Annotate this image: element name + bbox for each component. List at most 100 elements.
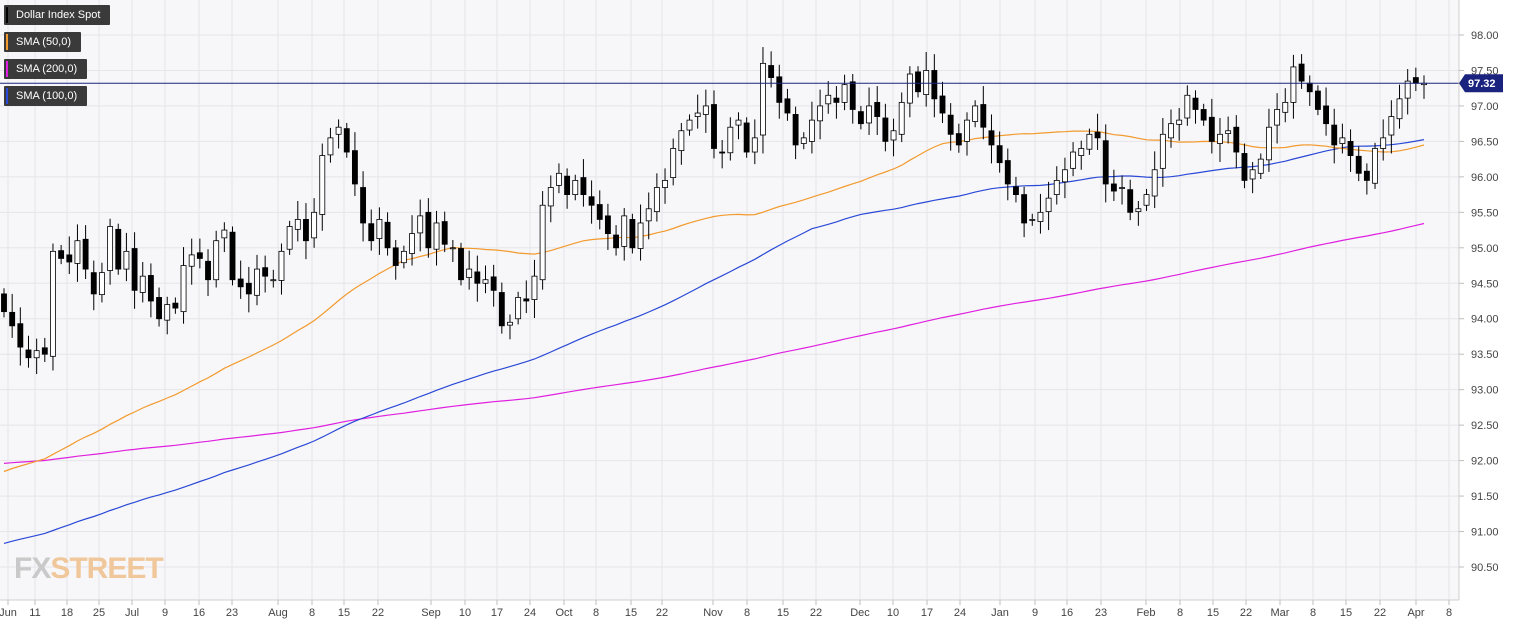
candle-body-down	[196, 252, 203, 259]
candle-body-up	[964, 119, 970, 142]
x-tick-label: 15	[777, 607, 789, 619]
candle	[988, 114, 995, 164]
candle-body-down	[1233, 126, 1240, 153]
candle	[229, 226, 236, 286]
candle	[784, 88, 791, 121]
candle-body-up	[327, 137, 334, 156]
candle	[303, 203, 309, 260]
x-tick-label: 22	[372, 607, 384, 619]
candle	[1314, 85, 1321, 116]
candle	[670, 138, 677, 186]
candle-body-up	[670, 148, 677, 178]
candle	[572, 174, 579, 201]
candle-body-up	[270, 279, 277, 282]
candle	[686, 114, 693, 136]
candle	[841, 74, 848, 111]
candle-body-down	[1331, 124, 1338, 146]
candle	[1266, 108, 1272, 172]
candle	[1217, 117, 1223, 162]
candle-body-down	[947, 114, 954, 135]
x-tick-label: 15	[1340, 607, 1352, 619]
candle	[74, 224, 81, 282]
candle-body-down	[955, 133, 962, 146]
candle	[392, 239, 399, 280]
candle	[1396, 84, 1403, 129]
candle	[319, 143, 326, 231]
candle	[1143, 188, 1150, 211]
legend-label: Dollar Index Spot	[16, 9, 101, 21]
candle	[1331, 108, 1338, 164]
candle	[327, 127, 334, 163]
candle	[972, 100, 979, 128]
candle-body-down	[17, 323, 24, 348]
x-tick-label: Nov	[703, 607, 723, 619]
candle	[1200, 103, 1207, 126]
candle	[547, 175, 554, 223]
candle-body-down	[833, 97, 840, 103]
candle	[9, 293, 16, 338]
candle-body-down	[1200, 109, 1207, 121]
candle	[213, 230, 220, 288]
candle-body-up	[890, 130, 897, 141]
legend-item: SMA (50,0)	[4, 32, 82, 52]
sma-50-line	[3, 130, 1425, 473]
candle	[1061, 157, 1068, 199]
x-tick-label: 25	[93, 607, 105, 619]
legend-label: SMA (50,0)	[16, 36, 72, 48]
candle-body-up	[180, 265, 187, 313]
candle	[653, 173, 660, 222]
candle-body-down	[768, 65, 775, 78]
candle-body-down	[58, 250, 65, 259]
candle	[409, 215, 415, 266]
candle	[1347, 129, 1354, 172]
candle	[1045, 181, 1052, 231]
candle-body-down	[1241, 153, 1248, 181]
candle	[107, 218, 114, 285]
candle-body-down	[596, 204, 603, 220]
candle	[490, 264, 497, 307]
x-tick-label: 8	[309, 607, 315, 619]
candle-body-up	[449, 247, 456, 250]
candle	[90, 260, 97, 311]
candle	[1257, 153, 1264, 179]
last-price-label: 97.32	[1468, 78, 1496, 90]
candle	[58, 244, 65, 265]
candle	[1339, 123, 1346, 154]
candle-body-up	[417, 215, 424, 234]
candle-body-up	[1249, 169, 1256, 180]
candle	[849, 74, 856, 124]
candle	[1086, 128, 1093, 155]
candle	[433, 210, 440, 266]
x-tick-label: Jun	[0, 607, 17, 619]
candle	[564, 168, 571, 209]
candle-body-down	[629, 219, 636, 249]
x-tick-label: Dec	[850, 607, 870, 619]
candle	[474, 255, 481, 302]
candle	[1282, 88, 1289, 123]
candle-body-up	[1029, 219, 1036, 221]
candle-body-down	[458, 248, 464, 281]
x-tick-label: 23	[1095, 607, 1107, 619]
candle-body-up	[678, 130, 685, 152]
candle-body-up	[1168, 123, 1174, 139]
candle	[694, 94, 701, 129]
candle-body-up	[1151, 169, 1158, 197]
candle-body-up	[727, 126, 734, 154]
candle	[874, 86, 881, 136]
candle-body-up	[123, 250, 130, 270]
candle-body-down	[874, 101, 881, 117]
candle	[1037, 193, 1044, 234]
plot-background	[0, 0, 1459, 600]
candle	[343, 122, 350, 158]
candle	[531, 259, 538, 319]
x-tick-label: 8	[744, 607, 750, 619]
candle-body-up	[221, 229, 228, 239]
candle	[25, 335, 32, 368]
candle-body-down	[1004, 160, 1011, 185]
candle-body-down	[980, 104, 987, 128]
candle	[629, 213, 636, 254]
candle-body-down	[392, 247, 399, 266]
moving-averages	[3, 130, 1425, 544]
candle	[123, 232, 130, 282]
candle	[1110, 169, 1117, 201]
